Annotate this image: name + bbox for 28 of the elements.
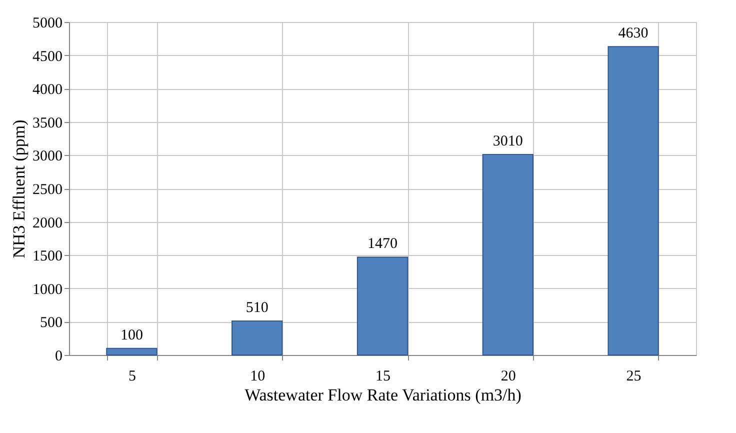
x-tick-label: 10 [250, 368, 266, 384]
y-tick-label: 2000 [32, 215, 62, 232]
bar [232, 320, 283, 356]
y-tick-label: 0 [55, 348, 62, 364]
y-tick-label: 5000 [32, 16, 62, 32]
y-tick-label: 3500 [32, 115, 62, 132]
y-tick-label: 4500 [32, 48, 62, 65]
y-tick-label: 3000 [32, 148, 62, 165]
x-tick-label: 15 [376, 368, 390, 384]
bar [106, 348, 158, 356]
x-axis-title: Wastewater Flow Rate Variations (m3/h) [244, 386, 522, 404]
y-tick-label: 500 [40, 315, 62, 332]
data-label: 3010 [492, 134, 523, 150]
y-tick-label: 2500 [32, 182, 62, 198]
y-tick-label: 1000 [32, 282, 62, 298]
bar [482, 154, 534, 356]
x-tick-label: 25 [626, 368, 642, 384]
data-label: 510 [246, 300, 268, 316]
bar [356, 256, 408, 356]
data-label: 1470 [368, 236, 398, 252]
data-label: 100 [120, 327, 143, 344]
data-label: 4630 [618, 26, 648, 42]
y-tick-label: 4000 [32, 82, 62, 98]
x-tick-label: 20 [500, 368, 516, 384]
y-tick-label: 1500 [32, 248, 62, 265]
bar [608, 46, 659, 356]
y-axis-title: NH3 Effluent (ppm) [10, 120, 28, 258]
x-tick-label: 5 [128, 368, 136, 384]
